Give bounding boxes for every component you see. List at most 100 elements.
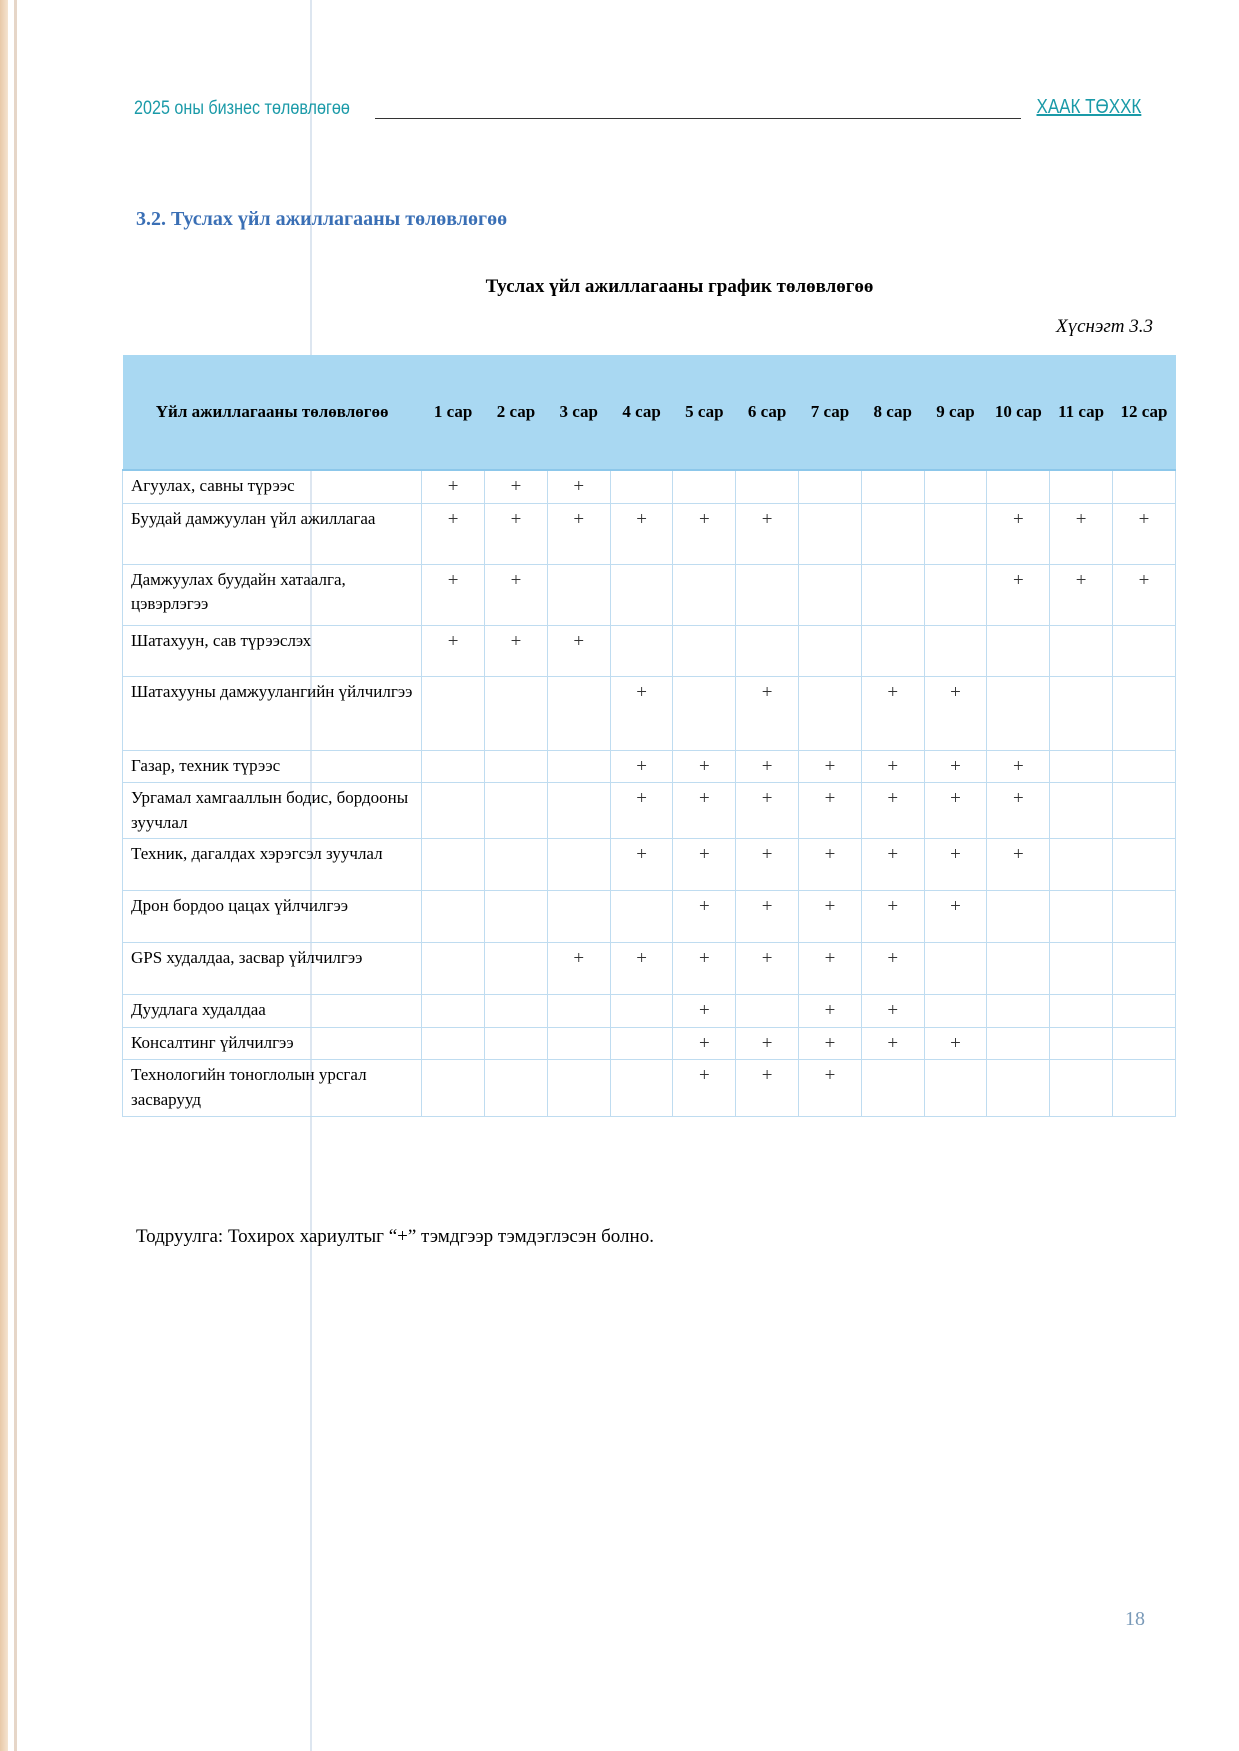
month-mark-cell: + bbox=[798, 890, 862, 944]
month-mark-cell: + bbox=[860, 838, 925, 892]
header-rule bbox=[375, 118, 1021, 119]
column-header-month: 8 сар bbox=[861, 355, 925, 471]
month-mark-cell: + bbox=[923, 838, 988, 892]
month-mark-cell: + bbox=[484, 563, 548, 626]
month-mark-cell: + bbox=[986, 563, 1051, 626]
month-mark-cell: + bbox=[735, 838, 800, 892]
activity-cell: Дамжуулах буудайн хатаалга, цэвэрлэгээ bbox=[121, 563, 423, 626]
table-row: Дуудлага худалдаа + + + bbox=[121, 994, 1176, 1028]
activity-cell: GPS худалдаа, засвар үйлчилгээ bbox=[121, 942, 423, 996]
month-mark-cell bbox=[609, 1026, 674, 1061]
month-mark-cell bbox=[672, 469, 737, 504]
month-mark-cell: + bbox=[546, 502, 611, 565]
month-mark-cell bbox=[484, 942, 548, 996]
month-mark-cell bbox=[860, 502, 925, 565]
column-header-month: 5 сар bbox=[672, 355, 736, 471]
month-mark-cell: + bbox=[923, 782, 988, 840]
month-mark-cell bbox=[986, 942, 1051, 996]
month-mark-cell: + bbox=[860, 675, 925, 751]
month-mark-cell: + bbox=[421, 502, 486, 565]
month-mark-cell: + bbox=[860, 890, 925, 944]
month-mark-cell bbox=[609, 994, 674, 1028]
month-mark-cell bbox=[421, 942, 486, 996]
month-mark-cell bbox=[546, 563, 611, 626]
month-mark-cell bbox=[923, 563, 988, 626]
month-mark-cell bbox=[1112, 1059, 1176, 1117]
month-mark-cell: + bbox=[798, 782, 862, 840]
month-mark-cell bbox=[421, 675, 486, 751]
month-mark-cell bbox=[798, 624, 862, 677]
month-mark-cell bbox=[672, 563, 737, 626]
month-mark-cell: + bbox=[798, 942, 862, 996]
month-mark-cell bbox=[609, 469, 674, 504]
month-mark-cell bbox=[1112, 469, 1176, 504]
month-mark-cell: + bbox=[798, 1026, 862, 1061]
month-mark-cell bbox=[1112, 675, 1176, 751]
month-mark-cell: + bbox=[923, 890, 988, 944]
month-mark-cell bbox=[1112, 1026, 1176, 1061]
month-mark-cell bbox=[1112, 994, 1176, 1028]
month-mark-cell: + bbox=[672, 502, 737, 565]
month-mark-cell bbox=[923, 1059, 988, 1117]
month-mark-cell: + bbox=[860, 749, 925, 784]
table-row: Консалтинг үйлчилгээ + + + + + bbox=[121, 1026, 1176, 1061]
activity-cell: Техник, дагалдах хэрэгсэл зуучлал bbox=[121, 838, 423, 892]
month-mark-cell bbox=[798, 675, 862, 751]
month-mark-cell: + bbox=[484, 624, 548, 677]
month-mark-cell bbox=[421, 994, 486, 1028]
month-mark-cell bbox=[1112, 942, 1176, 996]
month-mark-cell bbox=[609, 563, 674, 626]
table-caption: Туслах үйл ажиллагааны график төлөвлөгөө bbox=[485, 276, 874, 297]
table-header-row: Үйл ажиллагааны төлөвлөгөө 1 сар 2 сар 3 са… bbox=[122, 355, 1176, 471]
month-mark-cell bbox=[735, 624, 800, 677]
month-mark-cell bbox=[546, 1026, 611, 1061]
month-mark-cell bbox=[421, 890, 486, 944]
month-mark-cell bbox=[986, 1026, 1051, 1061]
month-mark-cell: + bbox=[923, 675, 988, 751]
month-mark-cell bbox=[546, 782, 611, 840]
month-mark-cell bbox=[672, 624, 737, 677]
table-row: Ургамал хамгааллын бодис, бордооны зуучл… bbox=[121, 782, 1176, 840]
month-mark-cell bbox=[923, 502, 988, 565]
month-mark-cell bbox=[1049, 749, 1114, 784]
month-mark-cell: + bbox=[672, 994, 737, 1028]
month-mark-cell: + bbox=[735, 782, 800, 840]
month-mark-cell: + bbox=[672, 890, 737, 944]
month-mark-cell: + bbox=[672, 838, 737, 892]
table-row: Шатахуун, сав түрээслэх + + + bbox=[121, 624, 1176, 677]
header-title: 2025 оны бизнес төлөвлөгөө bbox=[134, 98, 350, 119]
column-header-month: 10 сар bbox=[986, 355, 1050, 471]
month-mark-cell: + bbox=[1049, 502, 1114, 565]
activity-cell: Дрон бордоо цацах үйлчилгээ bbox=[121, 890, 423, 944]
table-row: Агуулах, савны түрээс + + + bbox=[121, 469, 1176, 504]
month-mark-cell bbox=[1112, 749, 1176, 784]
month-mark-cell bbox=[546, 749, 611, 784]
section-title: 3.2. Туслах үйл ажиллагааны төлөвлөгөө bbox=[136, 208, 508, 230]
activity-cell: Газар, техник түрээс bbox=[121, 749, 423, 784]
note: Тодруулга: Тохирох хариултыг “+” тэмдгээ… bbox=[136, 1226, 654, 1247]
activity-cell: Ургамал хамгааллын бодис, бордооны зуучл… bbox=[121, 782, 423, 840]
activity-cell: Консалтинг үйлчилгээ bbox=[121, 1026, 423, 1061]
month-mark-cell bbox=[1049, 890, 1114, 944]
month-mark-cell: + bbox=[860, 782, 925, 840]
month-mark-cell bbox=[860, 469, 925, 504]
month-mark-cell bbox=[735, 563, 800, 626]
month-mark-cell bbox=[1049, 624, 1114, 677]
table-number: Хүснэгт 3.3 bbox=[1056, 316, 1153, 337]
month-mark-cell bbox=[546, 890, 611, 944]
column-header-month: 6 сар bbox=[735, 355, 799, 471]
month-mark-cell bbox=[986, 994, 1051, 1028]
month-mark-cell bbox=[986, 675, 1051, 751]
month-mark-cell bbox=[672, 675, 737, 751]
month-mark-cell bbox=[421, 1059, 486, 1117]
month-mark-cell bbox=[923, 469, 988, 504]
column-header-activity: Үйл ажиллагааны төлөвлөгөө bbox=[122, 355, 422, 471]
month-mark-cell: + bbox=[798, 749, 862, 784]
month-mark-cell: + bbox=[923, 1026, 988, 1061]
table-row: Дрон бордоо цацах үйлчилгээ + + + + + bbox=[121, 890, 1176, 944]
month-mark-cell: + bbox=[672, 942, 737, 996]
month-mark-cell bbox=[421, 782, 486, 840]
month-mark-cell: + bbox=[609, 749, 674, 784]
month-mark-cell bbox=[923, 994, 988, 1028]
month-mark-cell bbox=[1049, 994, 1114, 1028]
